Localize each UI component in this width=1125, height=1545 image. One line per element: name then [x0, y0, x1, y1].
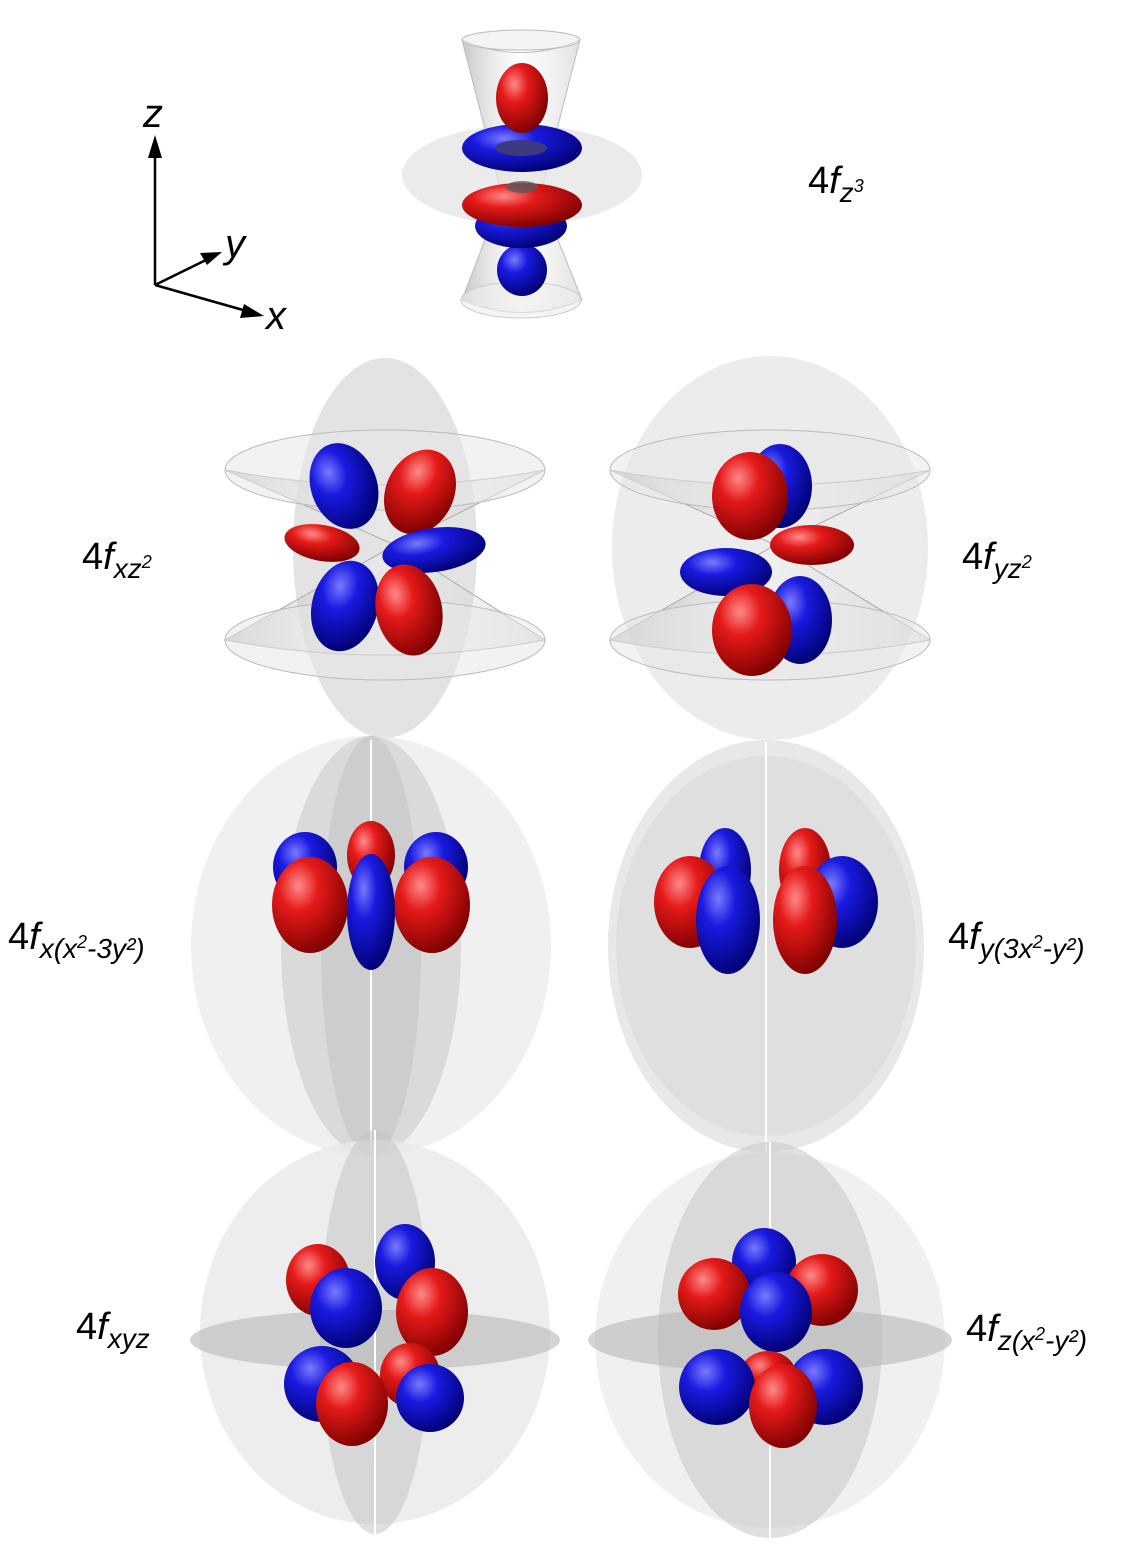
label-prefix: 4: [948, 916, 970, 958]
torus-middle: [462, 183, 582, 227]
orbital-fxz2: [223, 358, 547, 738]
lobe-r4: [316, 1362, 388, 1446]
label-fxz2: 4fxz2: [82, 536, 152, 583]
label-f: f: [29, 916, 40, 958]
label-sup: 2: [141, 552, 152, 572]
label-sup: 2: [1035, 1324, 1046, 1344]
orbital-fz: [588, 1142, 952, 1540]
label-sup: 2: [77, 932, 88, 952]
label-tail: -3y²): [87, 933, 145, 964]
label-fy: 4fy(3x2-y²): [948, 916, 1085, 963]
lobe-b-front: [347, 854, 395, 970]
label-sub: xyz: [107, 1323, 150, 1354]
torus-hole: [506, 181, 538, 193]
label-f: f: [987, 1308, 998, 1350]
lobe-b2: [740, 1272, 812, 1352]
lobe-b2: [382, 527, 486, 573]
lobe-b-front: [696, 866, 760, 974]
label-f: f: [983, 536, 994, 578]
label-sup: 2: [1032, 932, 1043, 952]
nodal-plane: [402, 125, 642, 225]
label-sup: 3: [853, 176, 864, 196]
label-fz3: 4fz3: [808, 160, 864, 207]
lobe-r4: [749, 1364, 817, 1448]
label-fxyz: 4fxyz: [76, 1306, 150, 1353]
label-prefix: 4: [82, 536, 104, 578]
orbital-fyz2: [608, 356, 932, 740]
label-fz: 4fz(x2-y²): [966, 1308, 1087, 1355]
label-sub: xz: [113, 553, 142, 584]
label-f: f: [829, 160, 840, 202]
label-sub: x(x: [39, 933, 78, 964]
y-axis: [154, 256, 211, 287]
label-prefix: 4: [966, 1308, 988, 1350]
lobe-bottom: [497, 244, 547, 296]
x-axis: [154, 283, 251, 314]
lobe-r1: [678, 1258, 750, 1330]
label-sub: z(x: [997, 1325, 1036, 1356]
lobe-top: [496, 63, 548, 133]
orbital-fxyz: [190, 1130, 560, 1534]
z-arrowhead: [148, 135, 162, 158]
lobe-r3: [712, 584, 792, 676]
label-sub: y(3x: [979, 933, 1033, 964]
lobe-r-front: [773, 866, 837, 974]
lobe-r2: [770, 525, 854, 565]
lobe-r1: [712, 452, 788, 540]
label-f: f: [103, 536, 114, 578]
lobe-b2: [310, 1268, 382, 1348]
label-fx: 4fx(x2-3y²): [8, 916, 145, 963]
label-f: f: [97, 1306, 108, 1348]
label-f: f: [969, 916, 980, 958]
label-prefix: 4: [76, 1306, 98, 1348]
orbital-fx: [191, 736, 551, 1156]
lobe-r-left: [272, 857, 348, 953]
lobe-b1: [309, 443, 379, 529]
label-sub: z: [839, 177, 854, 208]
z-axis-label: z: [143, 92, 163, 136]
lobe-r1: [384, 449, 456, 535]
axes-triad: [148, 135, 264, 318]
torus-upper-hole: [495, 140, 547, 156]
label-tail: -y²): [1042, 933, 1085, 964]
label-tail: -y²): [1045, 1325, 1088, 1356]
label-sub: yz: [993, 553, 1022, 584]
label-prefix: 4: [8, 916, 30, 958]
label-prefix: 4: [962, 536, 984, 578]
orbital-fz3: [402, 29, 642, 319]
lobe-r2: [284, 524, 360, 562]
x-arrowhead: [240, 304, 264, 318]
lobe-r3: [375, 564, 443, 656]
lobe-r-right: [394, 857, 470, 953]
label-fyz2: 4fyz2: [962, 536, 1032, 583]
lobe-b3: [679, 1349, 755, 1425]
lobe-b4: [396, 1364, 464, 1432]
lobe-b2: [680, 548, 772, 596]
lobe-b3: [310, 560, 380, 652]
cone-rim-top: [461, 29, 581, 51]
lobe-r2: [396, 1268, 468, 1356]
x-axis-label: x: [266, 294, 286, 338]
label-prefix: 4: [808, 160, 830, 202]
cone-rim-top: [224, 429, 546, 511]
label-sup: 2: [1021, 552, 1032, 572]
orbital-fy: [608, 740, 924, 1152]
y-axis-label: y: [225, 222, 245, 266]
y-arrowhead: [200, 252, 222, 265]
